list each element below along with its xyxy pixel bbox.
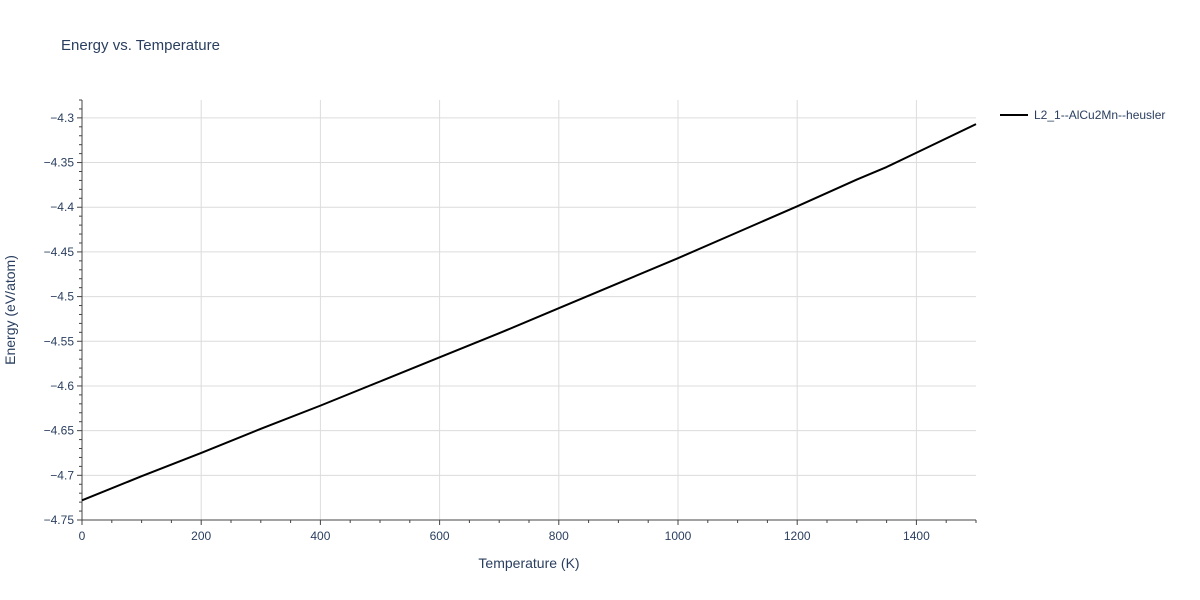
series-line[interactable] [81, 123, 977, 502]
axes [77, 99, 977, 525]
y-tick-label: −4.7 [50, 468, 74, 482]
y-tick-label: −4.3 [50, 111, 74, 125]
y-axis-title: Energy (eV/atom) [2, 255, 18, 365]
chart-title: Energy vs. Temperature [61, 37, 220, 54]
y-tick-label: −4.65 [44, 424, 75, 438]
legend[interactable]: L2_1--AlCu2Mn--heusler [1000, 108, 1165, 122]
y-tick-label: −4.75 [44, 513, 75, 527]
legend-item[interactable]: L2_1--AlCu2Mn--heusler [1000, 108, 1165, 122]
x-tick-label: 200 [191, 529, 211, 543]
x-tick-label: 1400 [903, 529, 930, 543]
y-tick-label: −4.5 [50, 290, 74, 304]
x-tick-label: 600 [430, 529, 450, 543]
x-tick-label: 800 [549, 529, 569, 543]
x-tick-label: 0 [79, 529, 86, 543]
x-tick-labels: 0 200 400 600 800 1000 1200 1400 [79, 529, 930, 543]
y-tick-label: −4.55 [44, 334, 75, 348]
grid-lines [82, 100, 976, 520]
y-tick-label: −4.4 [50, 200, 74, 214]
y-tick-label: −4.35 [44, 156, 75, 170]
y-tick-label: −4.6 [50, 379, 74, 393]
x-tick-label: 1000 [665, 529, 692, 543]
y-tick-labels: −4.75 −4.7 −4.65 −4.6 −4.55 −4.5 −4.45 −4.4 −4.3… [44, 111, 75, 527]
x-tick-label: 400 [310, 529, 330, 543]
x-axis-title: Temperature (K) [478, 555, 579, 571]
y-tick-label: −4.45 [44, 245, 75, 259]
series-lines [81, 123, 977, 502]
x-tick-label: 1200 [784, 529, 811, 543]
legend-label: L2_1--AlCu2Mn--heusler [1034, 108, 1165, 122]
